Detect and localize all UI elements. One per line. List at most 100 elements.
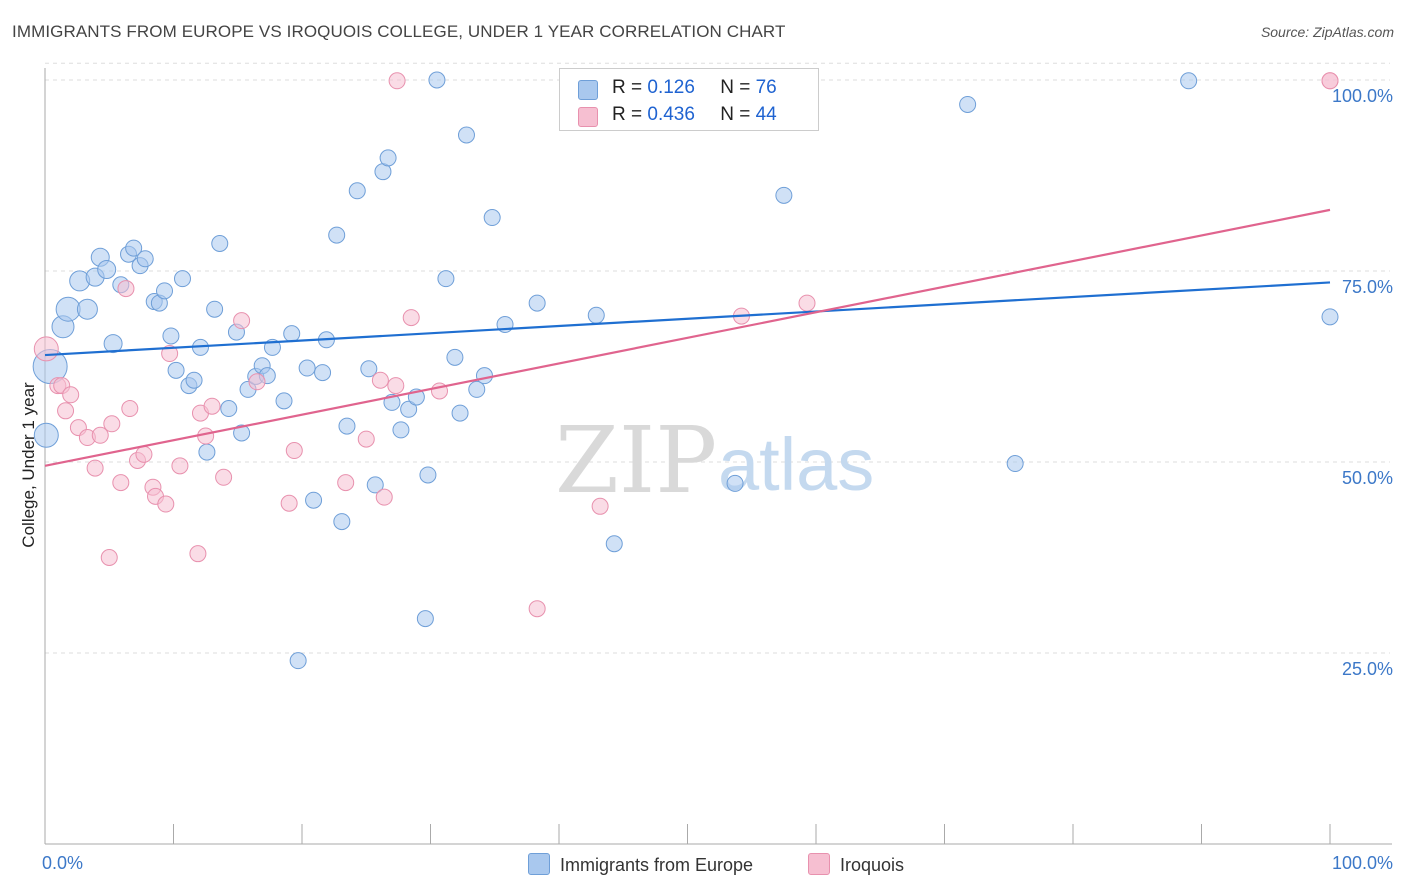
europe-point xyxy=(959,95,977,113)
iroquois-point xyxy=(387,377,405,395)
iroquois-point xyxy=(528,600,546,618)
europe-point xyxy=(206,300,224,318)
iroquois-point xyxy=(171,457,189,475)
europe-point xyxy=(136,250,154,268)
iroquois-point xyxy=(86,459,104,477)
iroquois-point xyxy=(161,345,179,363)
iroquois-point xyxy=(117,280,135,298)
iroquois-trend-line xyxy=(44,208,1331,467)
iroquois-point xyxy=(402,309,420,327)
iroquois-point xyxy=(591,497,609,515)
europe-point xyxy=(419,466,437,484)
iroquois-point xyxy=(285,442,303,460)
trend-lines xyxy=(44,208,1331,467)
iroquois-point xyxy=(57,402,75,420)
x-tick-label: 100.0% xyxy=(1332,853,1393,873)
iroquois-point xyxy=(233,312,251,330)
europe-point xyxy=(125,239,143,257)
europe-point xyxy=(428,71,446,89)
legend-r-value: 0.436 xyxy=(647,104,695,125)
europe-point xyxy=(156,282,174,300)
europe-point xyxy=(1006,455,1024,473)
europe-point xyxy=(305,491,323,509)
europe-point xyxy=(275,392,293,410)
iroquois-point xyxy=(357,430,375,448)
europe-point xyxy=(348,182,366,200)
y-axis-label: College, Under 1 year xyxy=(19,382,38,548)
iroquois-point xyxy=(62,386,80,404)
europe-point xyxy=(103,334,123,354)
iroquois-point xyxy=(798,294,816,312)
europe-point xyxy=(1321,308,1339,326)
iroquois-point xyxy=(189,545,207,563)
legend-n-label: N = xyxy=(720,104,756,125)
bottom-legend-label-europe: Immigrants from Europe xyxy=(560,855,754,875)
europe-point xyxy=(726,474,744,492)
legend-r-value: 0.126 xyxy=(647,77,695,98)
europe-point xyxy=(185,371,203,389)
iroquois-point xyxy=(135,445,153,463)
iroquois-point xyxy=(33,336,59,362)
y-tick-label: 25.0% xyxy=(1342,659,1393,679)
iroquois-point xyxy=(100,549,118,566)
europe-point xyxy=(220,400,238,418)
legend-swatch-europe xyxy=(578,80,598,100)
legend-n-value: 44 xyxy=(755,104,777,125)
legend-n-value: 76 xyxy=(755,77,777,98)
chart-title: IMMIGRANTS FROM EUROPE VS IROQUOIS COLLE… xyxy=(12,22,786,41)
europe-point xyxy=(379,149,397,167)
europe-trend-line xyxy=(44,281,1331,357)
watermark-atlas: atlas xyxy=(718,423,874,506)
iroquois-point xyxy=(215,468,233,486)
europe-point xyxy=(338,417,356,435)
bottom-legend-europe: Immigrants from Europe xyxy=(528,853,753,876)
europe-point xyxy=(360,360,378,378)
bottom-legend-iroquois: Iroquois xyxy=(808,853,904,876)
europe-point xyxy=(483,209,501,227)
iroquois-point xyxy=(371,371,389,389)
europe-point xyxy=(457,126,475,144)
tick-labels: 100.0% 75.0% 50.0% 25.0% 0.0% 100.0% xyxy=(42,86,1393,873)
iroquois-point xyxy=(157,495,175,513)
europe-point xyxy=(775,186,793,204)
europe-point xyxy=(328,226,346,244)
europe-point xyxy=(289,652,307,670)
europe-point xyxy=(437,270,455,288)
legend-n-label: N = xyxy=(720,77,756,98)
iroquois-point xyxy=(203,397,221,415)
iroquois-point xyxy=(121,400,139,418)
iroquois-point xyxy=(112,474,130,492)
iroquois-point xyxy=(248,373,266,391)
x-tick-label: 0.0% xyxy=(42,853,83,873)
europe-point xyxy=(587,306,605,324)
legend-row-iroquois: R = 0.436 N = 44 xyxy=(578,104,777,127)
europe-point xyxy=(333,513,351,531)
bottom-legend-swatch-europe xyxy=(528,853,550,875)
stats-legend: R = 0.126 N = 76 R = 0.436 N = 44 xyxy=(559,68,819,131)
iroquois-point xyxy=(280,494,298,512)
europe-point xyxy=(33,422,59,448)
data-points xyxy=(32,71,1339,670)
source-label: Source: ZipAtlas.com xyxy=(1260,24,1394,40)
europe-point xyxy=(198,443,216,461)
europe-point xyxy=(1180,72,1198,90)
europe-point xyxy=(162,327,180,345)
legend-r-label: R = xyxy=(612,77,648,98)
europe-point xyxy=(475,367,493,385)
europe-point xyxy=(366,476,384,494)
y-tick-label: 75.0% xyxy=(1342,277,1393,297)
europe-point xyxy=(416,610,434,628)
europe-point xyxy=(298,359,316,377)
watermark-zip: ZIP xyxy=(555,407,717,514)
europe-point xyxy=(528,294,546,312)
iroquois-point xyxy=(1321,72,1339,90)
bottom-legend-swatch-iroquois xyxy=(808,853,830,875)
europe-point xyxy=(211,234,229,252)
europe-point xyxy=(55,296,81,322)
iroquois-point xyxy=(337,474,355,492)
legend-swatch-iroquois xyxy=(578,107,598,127)
europe-point xyxy=(283,325,301,343)
iroquois-point xyxy=(388,72,406,90)
europe-point xyxy=(314,364,332,382)
europe-point xyxy=(167,361,185,379)
